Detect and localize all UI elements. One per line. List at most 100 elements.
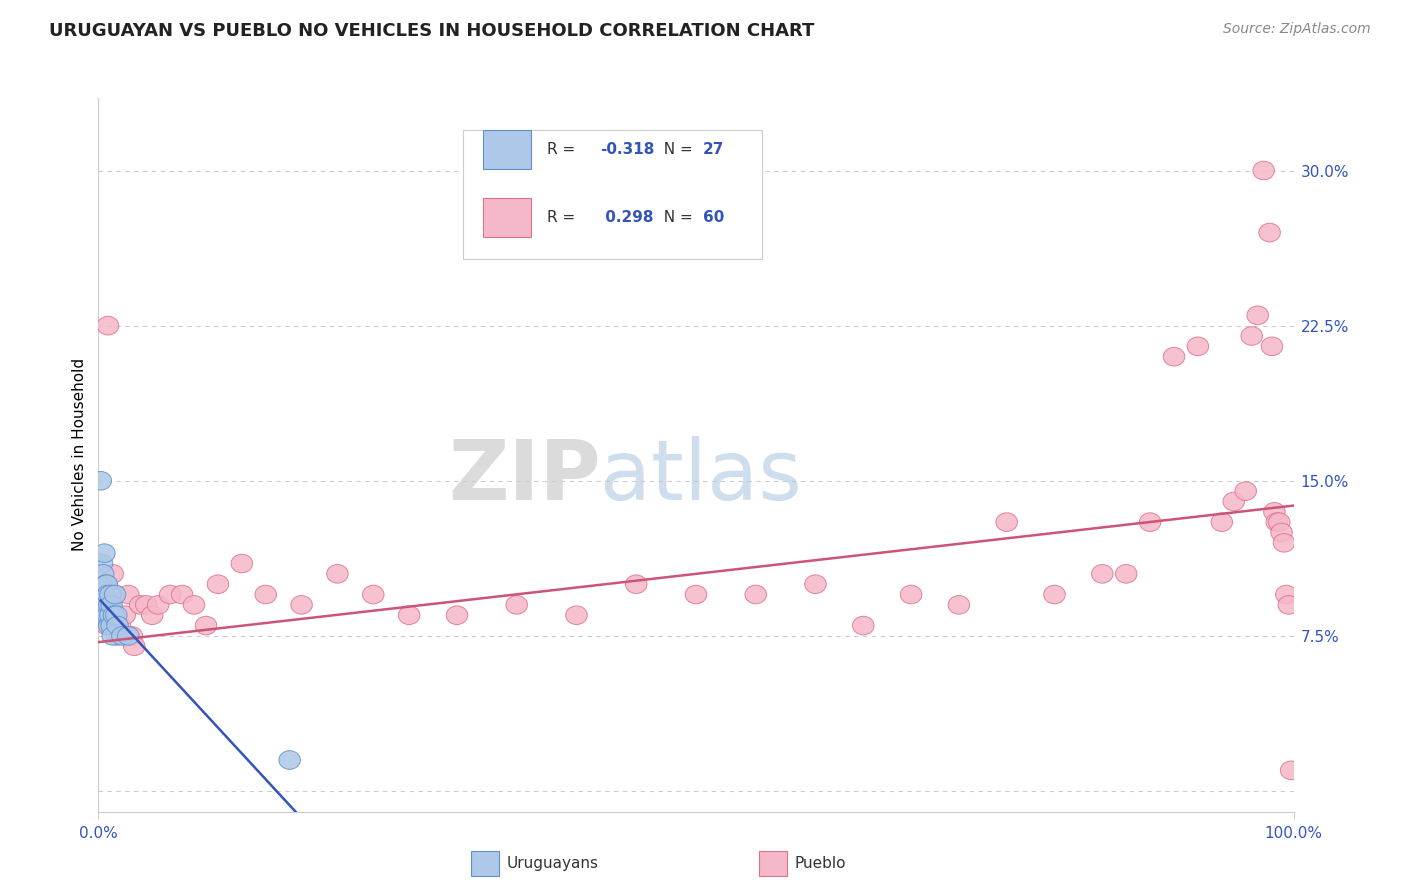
Ellipse shape <box>326 565 349 583</box>
Ellipse shape <box>114 606 135 624</box>
Ellipse shape <box>94 574 117 593</box>
Ellipse shape <box>172 585 193 604</box>
Ellipse shape <box>1258 223 1281 242</box>
Ellipse shape <box>626 574 647 593</box>
Text: R =: R = <box>547 142 579 157</box>
Ellipse shape <box>100 606 121 624</box>
Ellipse shape <box>1268 513 1289 532</box>
Text: N =: N = <box>654 142 697 157</box>
Ellipse shape <box>124 637 145 656</box>
Ellipse shape <box>1187 337 1209 356</box>
Ellipse shape <box>1241 326 1263 345</box>
Ellipse shape <box>506 596 527 615</box>
Text: R =: R = <box>547 210 579 225</box>
Ellipse shape <box>995 513 1018 532</box>
Ellipse shape <box>565 606 588 624</box>
Text: N =: N = <box>654 210 697 225</box>
Ellipse shape <box>91 585 112 604</box>
Ellipse shape <box>96 616 118 635</box>
Ellipse shape <box>94 544 115 563</box>
Ellipse shape <box>948 596 970 615</box>
Ellipse shape <box>685 585 707 604</box>
Text: Uruguayans: Uruguayans <box>506 856 598 871</box>
Ellipse shape <box>93 565 114 583</box>
Ellipse shape <box>111 626 134 645</box>
Ellipse shape <box>183 596 205 615</box>
Ellipse shape <box>101 596 122 615</box>
Text: Source: ZipAtlas.com: Source: ZipAtlas.com <box>1223 22 1371 37</box>
Ellipse shape <box>94 606 117 624</box>
Ellipse shape <box>1261 337 1282 356</box>
Ellipse shape <box>398 606 420 624</box>
Ellipse shape <box>1139 513 1161 532</box>
Ellipse shape <box>98 616 120 635</box>
Ellipse shape <box>254 585 277 604</box>
Ellipse shape <box>1253 161 1274 180</box>
Ellipse shape <box>98 596 120 615</box>
Ellipse shape <box>100 596 121 615</box>
Ellipse shape <box>96 574 118 593</box>
Ellipse shape <box>142 606 163 624</box>
Ellipse shape <box>1271 524 1292 541</box>
Ellipse shape <box>1274 533 1295 552</box>
Bar <box>759 851 787 876</box>
Ellipse shape <box>103 606 125 624</box>
Ellipse shape <box>118 626 139 645</box>
Ellipse shape <box>852 616 875 635</box>
Ellipse shape <box>93 596 114 615</box>
Ellipse shape <box>121 626 142 645</box>
Ellipse shape <box>1223 492 1244 511</box>
Ellipse shape <box>207 574 229 593</box>
Ellipse shape <box>97 317 118 335</box>
Ellipse shape <box>96 596 118 615</box>
Ellipse shape <box>135 596 157 615</box>
Text: atlas: atlas <box>600 436 801 516</box>
Ellipse shape <box>110 616 131 635</box>
Ellipse shape <box>195 616 217 635</box>
Bar <box>471 851 499 876</box>
Ellipse shape <box>107 616 128 635</box>
Ellipse shape <box>97 606 118 624</box>
Ellipse shape <box>231 554 253 573</box>
Ellipse shape <box>101 616 122 635</box>
Text: -0.318: -0.318 <box>600 142 655 157</box>
Ellipse shape <box>1278 596 1299 615</box>
Ellipse shape <box>1234 482 1257 500</box>
Ellipse shape <box>1163 347 1185 366</box>
Ellipse shape <box>1091 565 1114 583</box>
Ellipse shape <box>148 596 169 615</box>
Ellipse shape <box>104 585 127 604</box>
Ellipse shape <box>104 585 127 604</box>
Bar <box>484 130 531 169</box>
Ellipse shape <box>93 606 114 624</box>
Ellipse shape <box>804 574 827 593</box>
Ellipse shape <box>1043 585 1066 604</box>
Ellipse shape <box>1115 565 1137 583</box>
Ellipse shape <box>91 554 112 573</box>
Text: Pueblo: Pueblo <box>794 856 846 871</box>
Ellipse shape <box>94 585 115 604</box>
Ellipse shape <box>90 472 111 490</box>
Bar <box>484 198 531 237</box>
Y-axis label: No Vehicles in Household: No Vehicles in Household <box>72 359 87 551</box>
Text: 60: 60 <box>703 210 724 225</box>
Ellipse shape <box>900 585 922 604</box>
Ellipse shape <box>1211 513 1233 532</box>
Text: 0.298: 0.298 <box>600 210 654 225</box>
Ellipse shape <box>118 585 139 604</box>
Ellipse shape <box>745 585 766 604</box>
Ellipse shape <box>105 606 127 624</box>
Ellipse shape <box>363 585 384 604</box>
Ellipse shape <box>97 585 118 604</box>
Ellipse shape <box>1275 585 1298 604</box>
Ellipse shape <box>159 585 181 604</box>
FancyBboxPatch shape <box>463 130 762 259</box>
Ellipse shape <box>107 626 128 645</box>
Ellipse shape <box>1265 513 1288 532</box>
Ellipse shape <box>129 596 150 615</box>
Ellipse shape <box>1281 761 1302 780</box>
Text: URUGUAYAN VS PUEBLO NO VEHICLES IN HOUSEHOLD CORRELATION CHART: URUGUAYAN VS PUEBLO NO VEHICLES IN HOUSE… <box>49 22 814 40</box>
Ellipse shape <box>103 565 124 583</box>
Ellipse shape <box>100 585 121 604</box>
Ellipse shape <box>1247 306 1268 325</box>
